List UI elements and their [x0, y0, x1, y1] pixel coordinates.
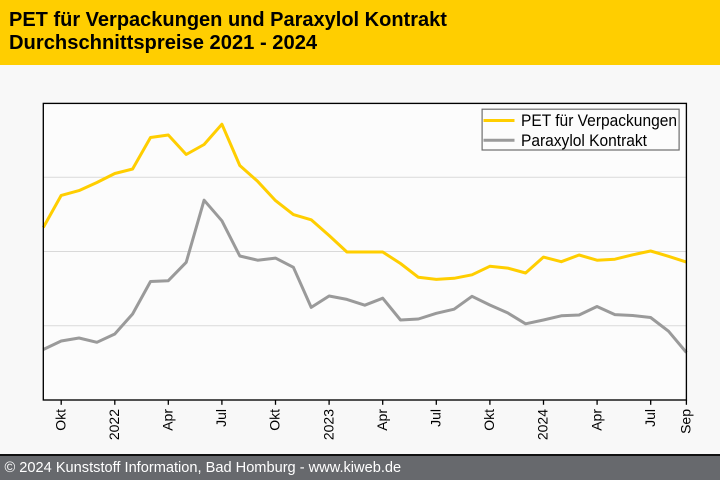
svg-text:Apr: Apr	[160, 409, 176, 431]
svg-text:Okt: Okt	[481, 409, 497, 431]
svg-text:Sep: Sep	[678, 409, 694, 434]
svg-text:Apr: Apr	[588, 409, 604, 431]
svg-text:2024: 2024	[535, 409, 551, 440]
svg-text:2022: 2022	[106, 409, 122, 440]
svg-text:Jul: Jul	[428, 409, 444, 427]
svg-text:Jul: Jul	[642, 409, 658, 427]
svg-text:PET für Verpackungen: PET für Verpackungen	[521, 111, 677, 130]
svg-text:Okt: Okt	[52, 409, 68, 431]
svg-text:Okt: Okt	[267, 409, 283, 431]
svg-text:Jul: Jul	[213, 409, 229, 427]
svg-text:Paraxylol Kontrakt: Paraxylol Kontrakt	[521, 131, 647, 150]
svg-text:2023: 2023	[320, 409, 336, 440]
svg-text:Apr: Apr	[374, 409, 390, 431]
